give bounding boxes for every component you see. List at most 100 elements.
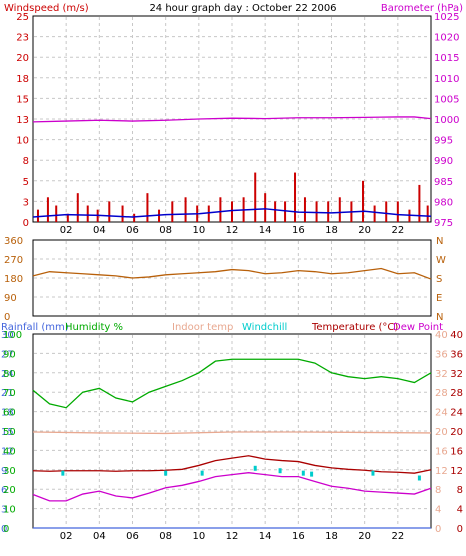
temperature-tick-label: 8 (457, 485, 463, 496)
barometer-axis-title: Barometer (hPa) (381, 3, 463, 14)
windspeed-bar (264, 193, 267, 222)
chart-title: 24 hour graph day : October 22 2006 (149, 3, 336, 14)
windspeed-tick-label: 18 (16, 74, 29, 85)
humidity-tick-label: 60 (3, 408, 16, 419)
windspeed-tick-label: 23 (16, 33, 29, 44)
windchill-mark (200, 470, 204, 476)
barometer-line (32, 116, 432, 123)
indoor-temp-tick-label: 20 (435, 427, 448, 438)
legend-dew-point: Dew Point (393, 322, 443, 333)
direction-tick-label: 360 (4, 236, 23, 247)
windspeed-bar (254, 172, 257, 222)
panel-direction-frame (32, 239, 432, 317)
humidity-tick-label: 70 (3, 388, 16, 399)
x-tick-label: 10 (192, 225, 205, 236)
x-tick-label: 04 (93, 225, 106, 236)
legend-indoor-temp: Indoor temp (172, 322, 233, 333)
indoor-temp-tick-label: 32 (435, 369, 448, 380)
barometer-tick-label: 975 (434, 218, 453, 229)
windspeed-tick-label: 0 (23, 218, 29, 229)
windspeed-bar (207, 205, 210, 222)
rainfall-tick-label: 15 (1, 427, 14, 438)
legend-temperature: Temperature (°C) (311, 322, 398, 333)
temperature-tick-label: 12 (450, 466, 463, 477)
barometer-tick-label: 1015 (434, 53, 459, 64)
windspeed-bar (303, 197, 306, 222)
x-tick-label: 14 (259, 225, 272, 236)
windspeed-bar (338, 197, 341, 222)
rainfall-tick-label: 6 (1, 485, 7, 496)
compass-tick-label: W (436, 255, 446, 266)
indoor-temp-tick-label: 12 (435, 466, 448, 477)
windspeed-bar (284, 201, 287, 222)
windspeed-bar (146, 193, 149, 222)
rainfall-tick-label: 12 (1, 446, 14, 457)
windspeed-bar (219, 197, 222, 222)
windspeed-bar (133, 213, 136, 222)
windspeed-tick-label: 3 (23, 197, 29, 208)
direction-tick-label: 270 (4, 255, 23, 266)
wind-direction-line (32, 267, 432, 280)
windspeed-bar (385, 201, 388, 222)
temperature-tick-label: 16 (450, 446, 463, 457)
indoor-temp-tick-label: 24 (435, 408, 448, 419)
rainfall-tick-label: 21 (1, 388, 14, 399)
windspeed-tick-label: 5 (23, 177, 29, 188)
windspeed-bar (108, 201, 111, 222)
windspeed-bar (315, 201, 318, 222)
rainfall-tick-label: 27 (1, 349, 14, 360)
windspeed-bar (86, 205, 89, 222)
indoor-temp-tick-label: 8 (435, 485, 441, 496)
indoor-temp-tick-label: 36 (435, 349, 448, 360)
rainfall-tick-label: 18 (1, 408, 14, 419)
humidity-tick-label: 10 (3, 505, 16, 516)
windspeed-bar (231, 201, 233, 222)
windspeed-axis-title: Windspeed (m/s) (4, 3, 89, 14)
indoor-temp-tick-label: 16 (435, 446, 448, 457)
windspeed-bar (46, 197, 49, 222)
windchill-mark (301, 470, 305, 476)
average-wind-line (32, 208, 432, 218)
humidity-line (32, 358, 432, 409)
x-tick-label: 16 (292, 225, 305, 236)
temperature-tick-label: 40 (450, 330, 463, 341)
gridlines (34, 17, 430, 527)
windspeed-bar (66, 213, 69, 222)
humidity-tick-label: 90 (3, 349, 16, 360)
barometer-tick-label: 990 (434, 156, 453, 167)
windspeed-bar (171, 201, 174, 222)
direction-tick-label: 180 (4, 274, 23, 285)
windspeed-bar (36, 209, 39, 222)
x-tick-label: 18 (325, 225, 338, 236)
windspeed-bar (76, 193, 79, 222)
rainfall-tick-label: 24 (1, 369, 14, 380)
temperature-tick-label: 28 (450, 388, 463, 399)
indoor-temp-tick-label: 40 (435, 330, 448, 341)
indoor-temp-line (32, 431, 432, 435)
barometer-tick-label: 1025 (434, 12, 459, 23)
barometer-tick-label: 1020 (434, 33, 459, 44)
humidity-tick-label: 40 (3, 446, 16, 457)
temperature-tick-label: 32 (450, 369, 463, 380)
indoor-temp-tick-label: 4 (435, 505, 441, 516)
windspeed-tick-label: 13 (16, 115, 29, 126)
temperature-tick-label: 4 (457, 505, 463, 516)
x-tick-label: 10 (192, 531, 205, 542)
x-tick-label: 22 (391, 225, 404, 236)
windchill-mark (164, 470, 168, 476)
windspeed-bar (294, 172, 297, 222)
x-tick-label: 14 (259, 531, 272, 542)
data-marks (32, 116, 432, 529)
barometer-tick-label: 1000 (434, 115, 459, 126)
x-tick-label: 20 (358, 531, 371, 542)
compass-tick-label: N (436, 236, 443, 247)
temperature-tick-label: 20 (450, 427, 463, 438)
windspeed-bar (121, 205, 124, 222)
windspeed-tick-label: 25 (16, 12, 29, 23)
humidity-tick-label: 0 (3, 524, 9, 535)
windspeed-bar (396, 201, 399, 222)
x-tick-label: 12 (226, 531, 239, 542)
x-tick-label: 02 (60, 531, 73, 542)
humidity-tick-label: 100 (3, 330, 22, 341)
x-tick-label: 02 (60, 225, 73, 236)
